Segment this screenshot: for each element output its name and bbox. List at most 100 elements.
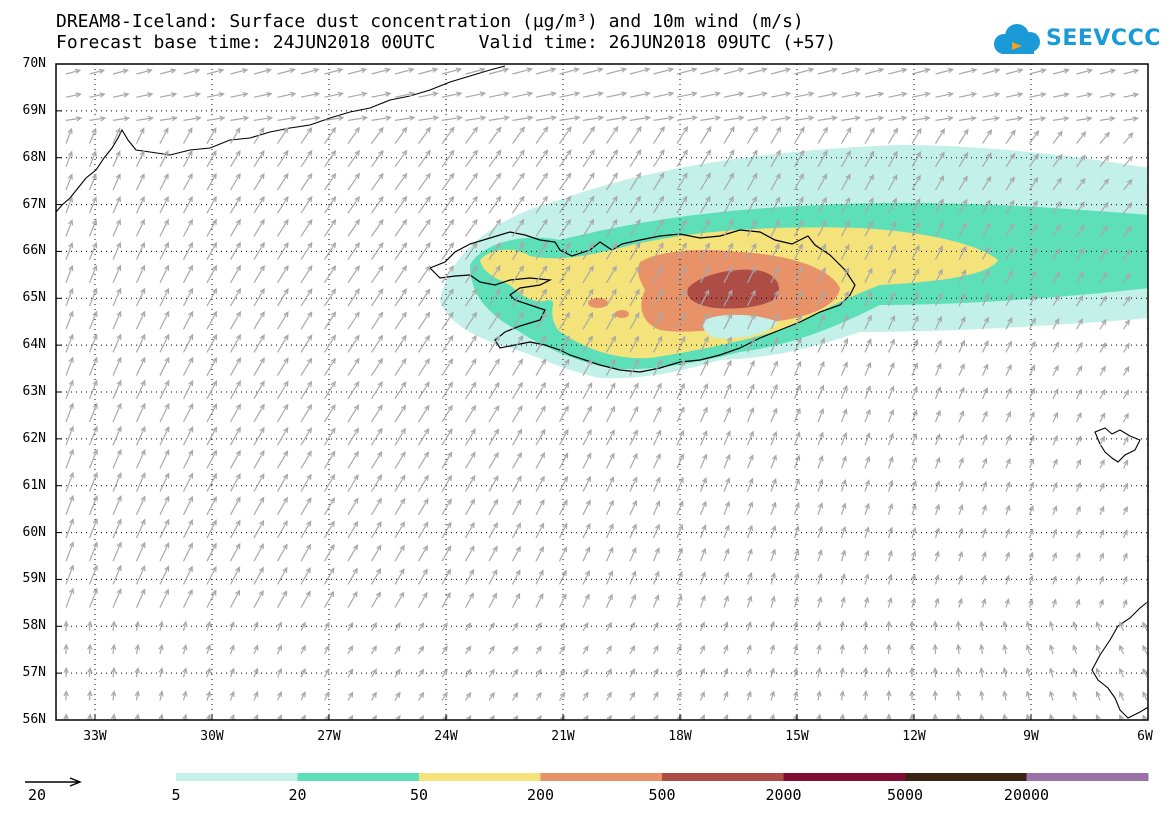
wind-arrow <box>370 544 382 562</box>
wind-arrow <box>158 620 164 631</box>
wind-arrow <box>558 522 568 539</box>
wind-arrow <box>159 495 170 516</box>
wind-arrow <box>158 690 164 701</box>
wind-arrow <box>110 643 117 655</box>
wind-arrow <box>700 67 722 75</box>
wind-arrow <box>559 149 572 168</box>
wind-arrow <box>1004 574 1010 585</box>
lat-label: 61N <box>22 477 46 493</box>
wind-arrow <box>840 572 846 585</box>
wind-arrow <box>559 126 572 144</box>
wind-arrow <box>887 127 899 144</box>
wind-arrow <box>229 357 241 376</box>
wind-arrow <box>676 289 687 307</box>
wind-arrow <box>1076 68 1094 75</box>
wind-arrow <box>958 433 965 446</box>
wind-arrow <box>723 621 729 632</box>
wind-arrow <box>981 269 990 284</box>
wind-arrow <box>840 361 848 376</box>
wind-arrow <box>1098 575 1104 585</box>
wind-arrow <box>63 666 69 678</box>
wind-arrow <box>229 621 235 632</box>
wind-arrow <box>699 125 712 144</box>
wind-arrow <box>182 150 193 168</box>
wind-arrow <box>488 126 502 144</box>
wind-arrow <box>394 591 405 608</box>
wind-arrow <box>112 68 129 75</box>
wind-arrow <box>512 691 519 701</box>
wind-arrow <box>1049 667 1055 678</box>
wind-arrow <box>488 428 500 446</box>
wind-arrow <box>862 666 869 678</box>
wind-arrow <box>582 149 595 168</box>
wind-arrow <box>512 668 519 678</box>
wind-arrow <box>605 335 616 353</box>
wind-arrow <box>394 521 405 539</box>
legend-swatch <box>1026 773 1149 781</box>
wind-arrow <box>418 288 431 307</box>
wind-arrow <box>770 454 777 469</box>
wind-arrow <box>652 476 661 492</box>
wind-arrow <box>418 311 431 330</box>
wind-arrow <box>465 126 479 144</box>
wind-arrow <box>394 218 408 237</box>
wind-arrow <box>276 218 289 237</box>
wind-arrow <box>629 312 640 330</box>
wind-arrow <box>629 172 642 191</box>
wind-arrow <box>817 149 828 168</box>
wind-arrow <box>1076 116 1093 122</box>
wind-arrow <box>817 313 826 330</box>
wind-arrow <box>676 691 682 701</box>
seevccc-logo <box>994 24 1040 54</box>
wind-arrow <box>229 690 235 701</box>
wind-arrow <box>979 713 985 720</box>
wind-arrow <box>864 115 885 122</box>
wind-arrow <box>488 381 500 400</box>
wind-arrow <box>1075 341 1083 353</box>
wind-arrow <box>464 311 477 330</box>
wind-arrow <box>559 172 572 191</box>
lon-label: 18W <box>668 729 692 744</box>
wind-arrow <box>1171 204 1175 213</box>
wind-arrow <box>1099 201 1109 214</box>
wind-arrow <box>535 405 546 423</box>
wind-arrow <box>629 691 636 701</box>
wind-arrow <box>699 336 709 353</box>
wind-arrow <box>1122 505 1128 516</box>
wind-arrow <box>652 644 659 655</box>
wind-arrow <box>465 67 486 75</box>
wind-arrow <box>723 265 733 284</box>
wind-arrow <box>746 501 754 516</box>
wind-arrow <box>253 566 264 585</box>
lat-label: 58N <box>22 618 46 634</box>
wind-arrow <box>205 690 212 701</box>
wind-arrow <box>135 402 146 423</box>
wind-arrow <box>1171 321 1175 329</box>
wind-arrow <box>770 383 778 400</box>
wind-arrow <box>582 622 589 632</box>
wind-arrow <box>135 472 146 492</box>
wind-arrow <box>112 287 122 307</box>
wind-arrow <box>1052 116 1070 122</box>
wind-arrow <box>676 644 682 655</box>
wind-arrow <box>1005 246 1014 260</box>
wind-arrow <box>955 713 962 720</box>
wind-arrow <box>793 454 801 469</box>
wind-arrow <box>1028 200 1038 214</box>
wind-arrow <box>652 125 665 144</box>
wind-arrow <box>699 667 705 678</box>
wind-arrow <box>112 588 122 608</box>
wind-arrow <box>1099 412 1106 423</box>
wind-arrow <box>182 667 188 678</box>
wind-arrow <box>1171 134 1175 143</box>
wind-arrow <box>723 383 732 400</box>
wind-arrow <box>417 498 429 516</box>
wind-arrow <box>793 431 801 446</box>
wind-arrow <box>464 404 477 423</box>
wind-arrow <box>65 173 73 191</box>
wind-arrow <box>629 405 639 423</box>
wind-arrow <box>347 691 354 701</box>
wind-arrow <box>1171 274 1175 282</box>
wind-arrow <box>112 564 122 585</box>
wind-arrow <box>629 67 651 75</box>
